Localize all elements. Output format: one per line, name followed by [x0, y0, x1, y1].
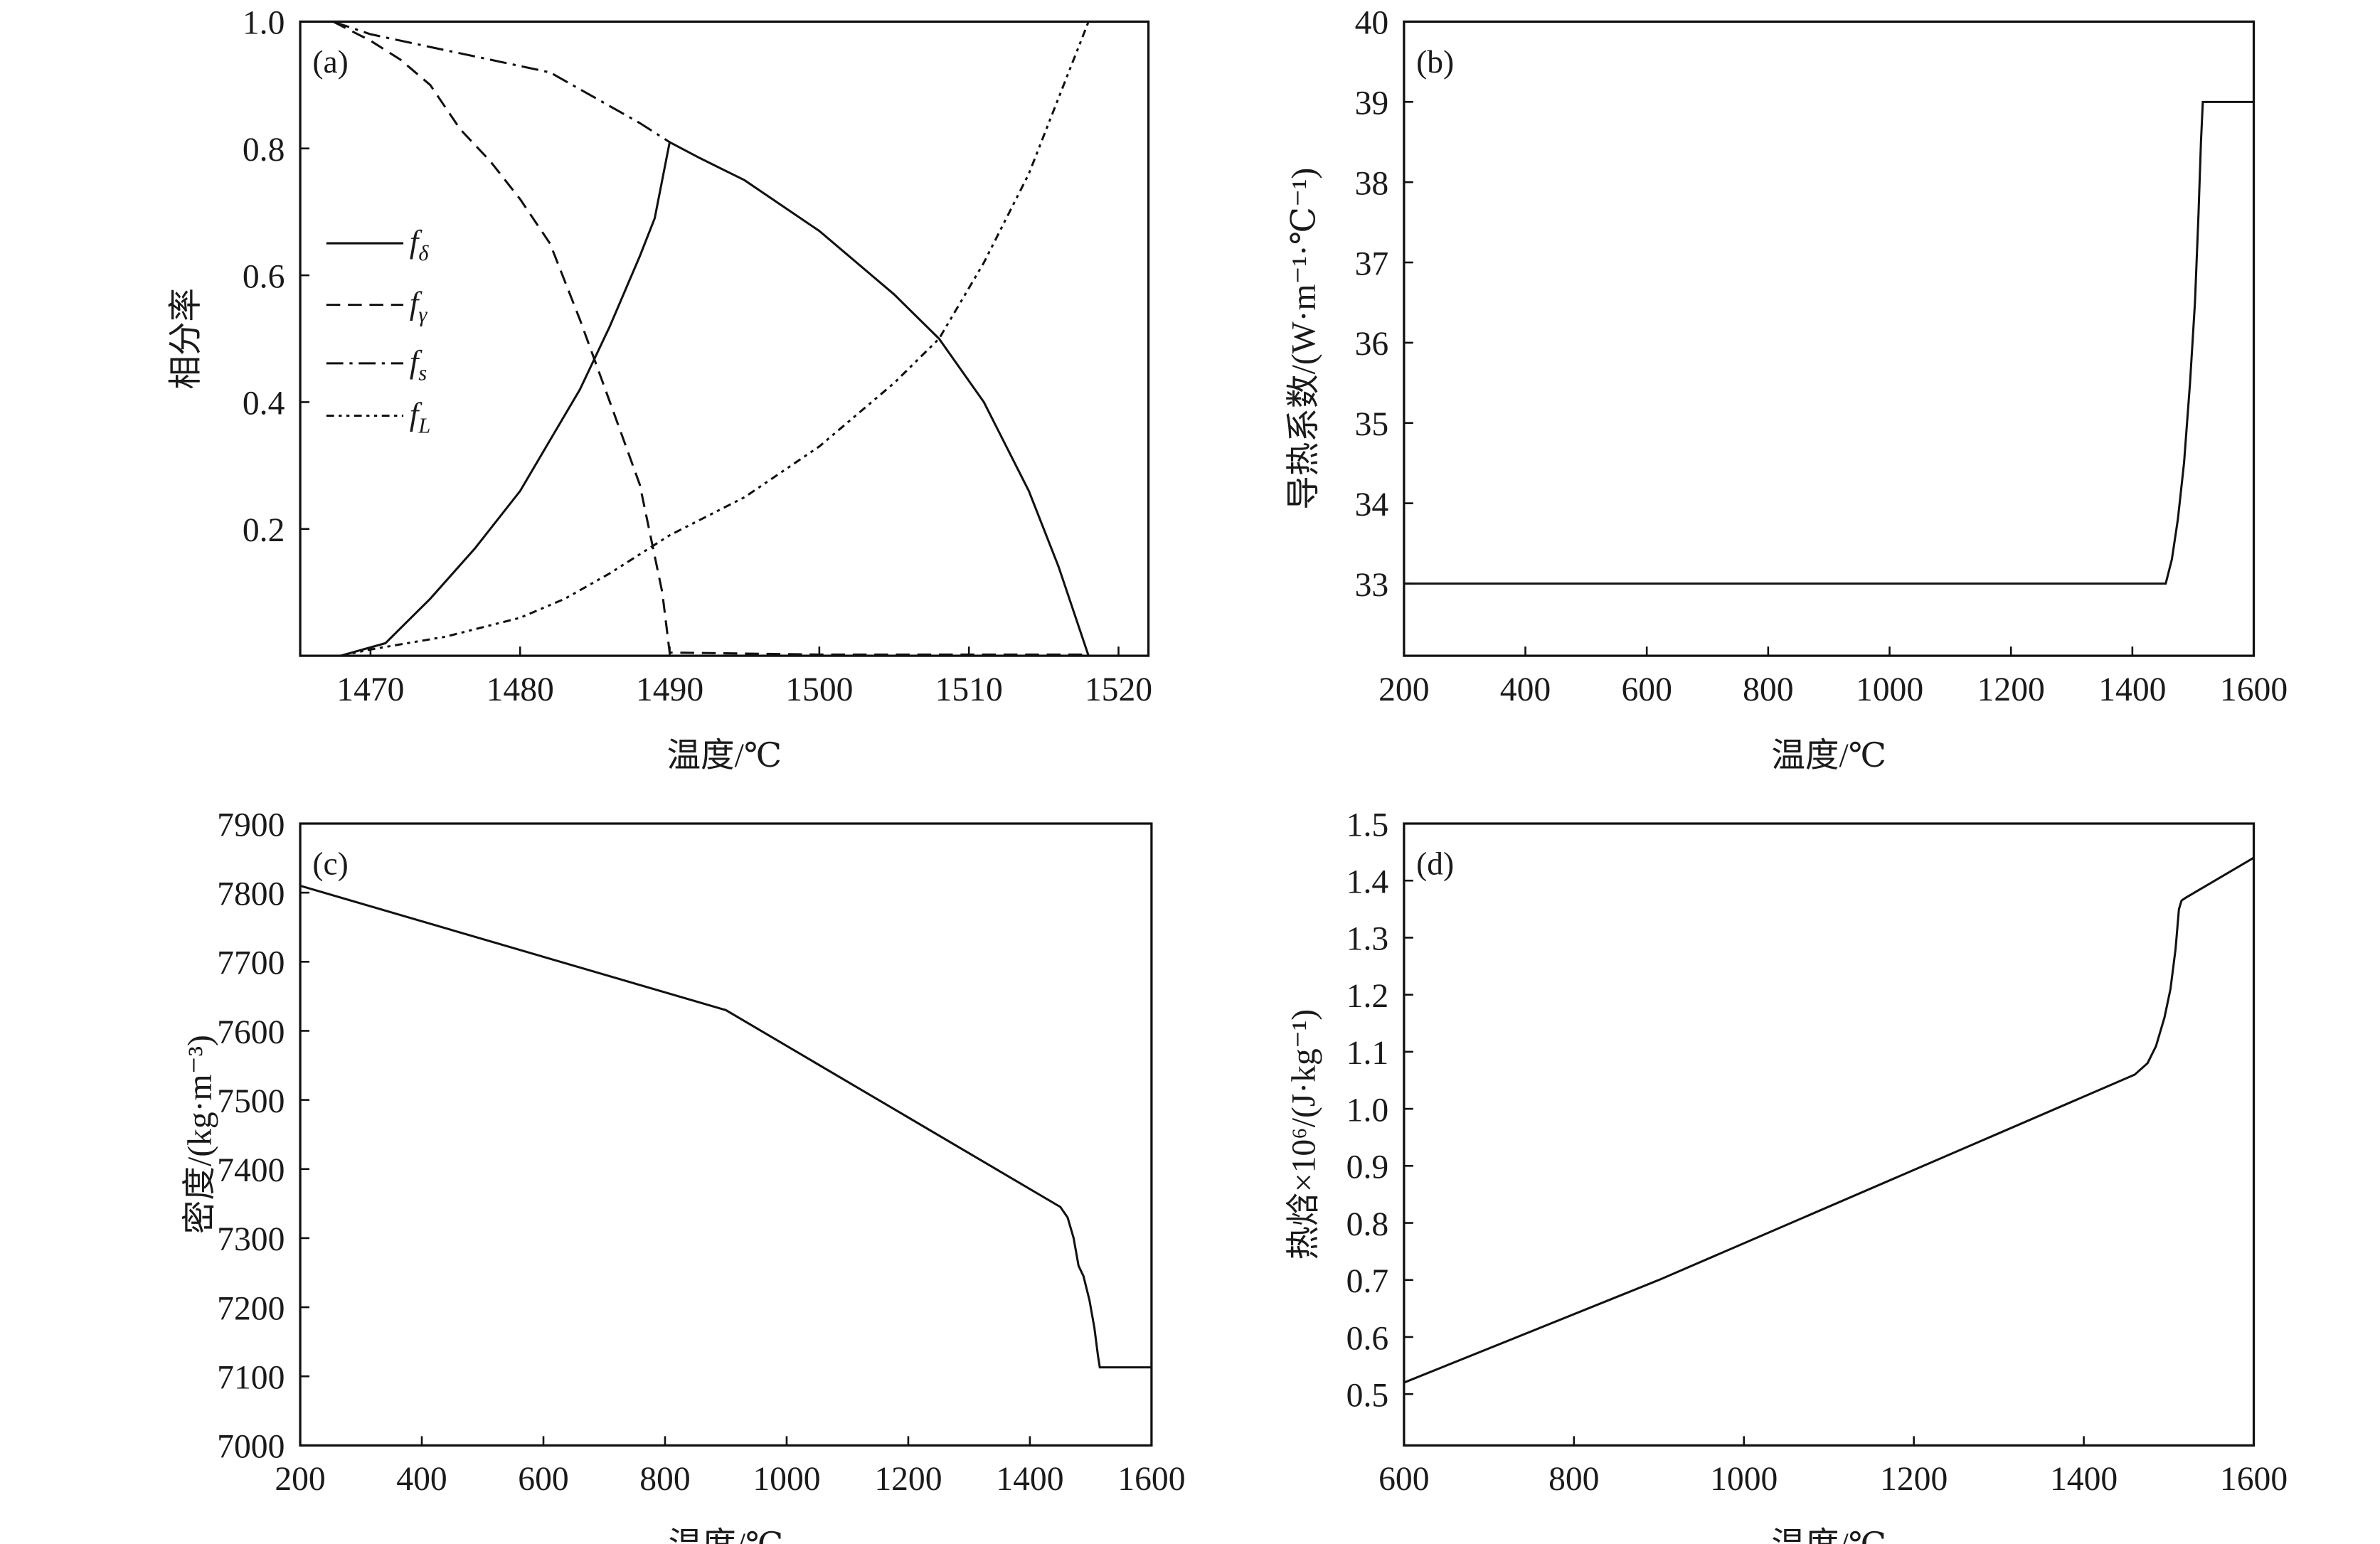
y-tick-label: 1.3 [1346, 921, 1389, 958]
y-tick-label: 33 [1355, 567, 1389, 604]
x-tick-label: 1200 [1977, 671, 2045, 708]
plot-frame [1403, 822, 2256, 1447]
y-tick-label: 7800 [217, 875, 285, 912]
y-tick-label: 38 [1355, 165, 1389, 202]
legend-subscript: L [418, 413, 430, 437]
x-tick-label: 1490 [636, 671, 703, 708]
x-axis-label: 温度/℃ [666, 738, 782, 774]
x-tick-label: 1000 [1710, 1461, 1778, 1498]
x-tick-label: 1200 [874, 1461, 942, 1498]
x-tick-label: 1470 [336, 671, 404, 708]
y-tick-label: 0.7 [1346, 1263, 1389, 1300]
y-tick-label: 1.2 [1346, 978, 1389, 1015]
x-tick-label: 1600 [2220, 671, 2288, 708]
x-tick-label: 400 [396, 1461, 447, 1498]
x-tick-label: 600 [1378, 1461, 1429, 1498]
x-tick-label: 1400 [2050, 1461, 2118, 1498]
legend-label: fδ [410, 223, 430, 265]
series-line-k [1403, 100, 2254, 585]
x-axis-label: 温度/℃ [1771, 738, 1886, 774]
x-axis-label: 温度/℃ [669, 1527, 784, 1544]
legend-label: fγ [410, 285, 428, 327]
y-tick-label: 7300 [217, 1221, 285, 1258]
y-tick-label: 7500 [217, 1083, 285, 1120]
y-tick-label: 0.2 [243, 512, 285, 549]
y-axis-label: 密度/(kg·m⁻³) [182, 1035, 219, 1234]
series-line-γ [332, 21, 1089, 656]
panel-label: (a) [312, 43, 348, 80]
x-tick-label: 1400 [2098, 671, 2166, 708]
x-tick-label: 800 [639, 1461, 690, 1498]
panel-label: (b) [1416, 43, 1454, 80]
chart-panel-b: 200 400 600 800 1000 1200 1400 1600 33 34 35 36 37 38… [1285, 5, 2288, 774]
legend-label: fL [410, 395, 430, 437]
y-tick-label: 0.9 [1346, 1149, 1389, 1186]
x-tick-label: 600 [518, 1461, 568, 1498]
x-tick-label: 1600 [2220, 1461, 2288, 1498]
legend-label: fs [410, 344, 427, 385]
plot-frame [299, 822, 1153, 1447]
series-line-H [1403, 856, 2255, 1384]
x-tick-label: 1200 [1880, 1461, 1948, 1498]
plot-frame [299, 20, 1150, 657]
y-tick-label: 0.8 [243, 132, 285, 169]
chart-panel-d: 600 800 1000 1200 1400 1600 0.5 0.6 0.7 0.8 0.9 1.0… [1285, 806, 2288, 1544]
x-tick-label: 400 [1500, 671, 1551, 708]
legend: fδ fγ fs fL [326, 223, 430, 437]
y-tick-label: 35 [1355, 406, 1389, 443]
legend-subscript: γ [418, 302, 427, 326]
y-tick-label: 37 [1355, 245, 1389, 282]
y-tick-label: 34 [1355, 486, 1389, 523]
y-tick-label: 0.5 [1346, 1377, 1389, 1414]
y-tick-label: 1.0 [243, 5, 285, 42]
series-line-δ [340, 140, 1090, 657]
x-tick-label: 600 [1621, 671, 1672, 708]
x-tick-label: 200 [275, 1461, 325, 1498]
x-tick-label: 1480 [487, 671, 554, 708]
x-tick-label: 200 [1378, 671, 1429, 708]
y-tick-label: 7600 [217, 1014, 285, 1051]
x-tick-label: 1000 [1856, 671, 1923, 708]
legend-subscript: δ [418, 241, 429, 265]
series-line-rho [299, 884, 1152, 1369]
y-tick-label: 0.8 [1346, 1206, 1389, 1243]
x-tick-label: 1510 [935, 671, 1003, 708]
y-tick-label: 7700 [217, 945, 285, 982]
chart-panel-a: 1470 1480 1490 1500 1510 1520 0.2 0.4 0.6 0.8 1.0 (… [168, 5, 1152, 774]
x-tick-label: 1400 [996, 1461, 1063, 1498]
x-tick-label: 1520 [1085, 671, 1152, 708]
y-tick-label: 1.5 [1346, 806, 1389, 843]
x-tick-label: 1600 [1117, 1461, 1185, 1498]
panel-label: (d) [1416, 845, 1454, 881]
x-tick-label: 1000 [753, 1461, 820, 1498]
y-tick-label: 7100 [217, 1360, 285, 1397]
y-tick-label: 1.1 [1346, 1035, 1389, 1072]
y-tick-label: 7400 [217, 1152, 285, 1189]
y-axis-label: 导热系数/(W·m⁻¹·℃⁻¹) [1285, 168, 1322, 510]
y-tick-label: 7200 [217, 1290, 285, 1327]
y-axis-label: 相分率 [168, 288, 205, 390]
y-axis-label: 热焓×10⁶/(J·kg⁻¹) [1285, 1009, 1322, 1260]
x-axis-label: 温度/℃ [1771, 1527, 1886, 1544]
x-tick-label: 800 [1548, 1461, 1599, 1498]
y-tick-label: 0.6 [243, 258, 285, 295]
y-tick-label: 40 [1355, 5, 1389, 42]
series-line-L [340, 21, 1090, 657]
y-tick-label: 36 [1355, 326, 1389, 363]
x-tick-label: 1500 [785, 671, 853, 708]
y-tick-label: 0.4 [243, 385, 285, 422]
plot-frame [1403, 20, 2256, 657]
panel-label: (c) [312, 845, 348, 881]
y-tick-label: 1.0 [1346, 1092, 1389, 1129]
legend-subscript: s [418, 361, 427, 385]
y-tick-label: 1.4 [1346, 864, 1389, 901]
y-tick-label: 7900 [217, 806, 285, 843]
y-tick-label: 7000 [217, 1429, 285, 1466]
x-tick-label: 800 [1743, 671, 1793, 708]
chart-panel-c: 200 400 600 800 1000 1200 1400 1600 7000 7100 7200… [182, 806, 1186, 1544]
series-line-s [332, 20, 671, 144]
y-tick-label: 0.6 [1346, 1320, 1389, 1357]
y-tick-label: 39 [1355, 85, 1389, 122]
